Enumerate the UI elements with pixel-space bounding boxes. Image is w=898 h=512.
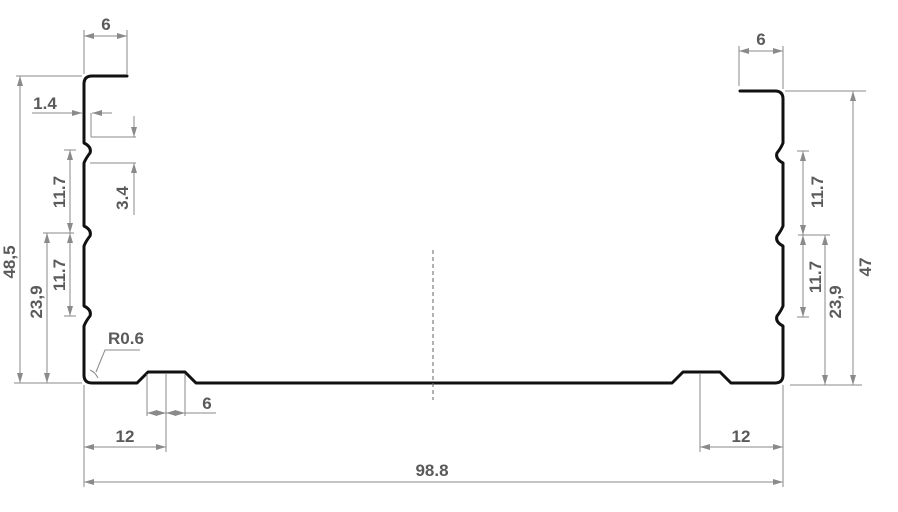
label-left-total-height: 48,5 [0, 245, 19, 278]
label-right-lower-height: 23,9 [826, 285, 845, 318]
profile-outline [82, 74, 785, 385]
dim-bottom-right-offset: 12 [699, 374, 784, 487]
dim-right-lower-height: 23,9 [798, 234, 845, 385]
dim-bottom-groove: 6 [146, 374, 216, 452]
dim-groove-offset: 3.4 [90, 116, 137, 215]
dim-radius: R0.6 [89, 329, 144, 379]
dim-top-left-flange: 6 [83, 15, 128, 74]
label-left-pitch-lower: 11.7 [50, 259, 69, 291]
label-top-left-flange: 6 [101, 15, 110, 34]
label-bottom-right-offset: 12 [732, 427, 751, 446]
label-right-total-height: 47 [856, 258, 875, 277]
dim-left-pitch: 11.7 11.7 [50, 149, 76, 317]
dim-bottom-left-offset: 12 [83, 385, 166, 487]
label-top-right-flange: 6 [756, 30, 765, 49]
label-right-pitch-lower: 11.7 [806, 261, 825, 293]
label-right-pitch-upper: 11.7 [808, 176, 827, 208]
label-radius: R0.6 [108, 329, 144, 348]
dim-right-pitch: 11.7 11.7 [797, 150, 827, 318]
dim-right-total-height: 47 [785, 90, 875, 386]
dim-left-total-height: 48,5 [0, 75, 82, 384]
label-left-pitch-upper: 11.7 [50, 176, 69, 208]
dim-offset: 1.4 [32, 94, 112, 137]
label-left-lower-height: 23,9 [27, 285, 46, 318]
label-bottom-left-offset: 12 [116, 427, 135, 446]
dim-total-width: 98.8 [84, 461, 783, 485]
label-groove-offset: 3.4 [113, 186, 132, 210]
dim-left-lower-height: 23,9 [27, 232, 74, 383]
label-total-width: 98.8 [415, 461, 448, 480]
dim-top-right-flange: 6 [738, 30, 784, 89]
label-bottom-groove: 6 [202, 394, 211, 413]
label-offset: 1.4 [33, 94, 57, 113]
